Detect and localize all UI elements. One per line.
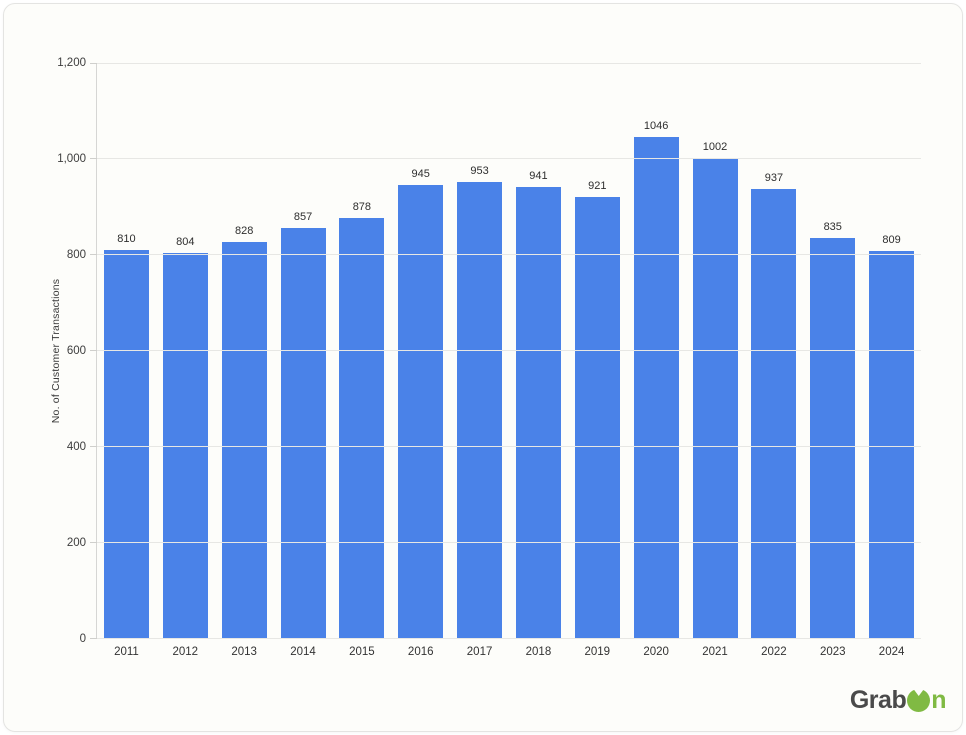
y-tick-label: 800 (66, 249, 86, 261)
y-tick-mark (90, 63, 97, 64)
plot-area: 810 804 828 857 878 945 953 941 921 1046 1002 937 83… (57, 57, 921, 658)
logo-text-n: n (931, 686, 946, 714)
bar-slot: 828 (215, 63, 274, 639)
bar-2020 (633, 136, 679, 639)
bar-slot: 1002 (686, 63, 745, 639)
y-tick-mark (90, 446, 97, 447)
x-tick-label: 2020 (643, 646, 669, 658)
y-tick-mark (90, 350, 97, 351)
x-tick-label: 2014 (290, 646, 316, 658)
bar-2024 (869, 250, 915, 639)
bar-value-label: 937 (764, 172, 784, 185)
bar-value-label: 953 (470, 164, 489, 177)
bar-slot: 810 (97, 63, 156, 639)
bar-value-label: 804 (176, 236, 195, 249)
bar-value-label: 878 (352, 200, 372, 213)
x-tick-label: 2018 (525, 646, 552, 658)
bar-2011 (103, 250, 149, 639)
y-tick-label: 400 (66, 441, 86, 453)
y-tick-label: 1,000 (57, 153, 86, 165)
bar-slot: 804 (156, 63, 215, 639)
bar-2015 (339, 217, 385, 639)
y-tick-mark (90, 638, 97, 639)
bar-2022 (751, 189, 797, 639)
bar-value-label: 1002 (702, 141, 728, 153)
bars-container: 810 804 828 857 878 945 953 941 921 1046 1002 937 83… (97, 63, 921, 639)
x-tick-label: 2023 (819, 646, 846, 658)
bar-2023 (810, 238, 856, 639)
x-tick-label: 2016 (407, 646, 434, 658)
x-axis-labels: 2011 2012 2013 2014 2015 2016 2017 2018 2019 2020… (97, 646, 921, 658)
bar-slot: 941 (509, 63, 568, 639)
bar-value-label: 857 (293, 210, 313, 223)
y-tick-mark (90, 158, 97, 159)
x-tick-label: 2015 (349, 646, 375, 658)
bar-2014 (280, 227, 326, 639)
bar-2017 (457, 181, 503, 639)
y-tick-label: 600 (66, 345, 86, 357)
bar-slot: 1046 (627, 63, 686, 639)
bar-slot: 953 (450, 63, 509, 639)
y-tick-label: 0 (79, 633, 86, 645)
gridline (97, 63, 921, 64)
bar-value-label: 835 (823, 221, 842, 234)
bar-2018 (515, 187, 561, 639)
y-tick-label: 200 (66, 537, 86, 549)
x-tick-label: 2019 (584, 646, 611, 658)
x-tick-label: 2017 (466, 646, 493, 658)
bar-slot: 921 (568, 63, 627, 639)
bar-slot: 857 (274, 63, 333, 639)
bar-slot: 835 (803, 63, 862, 639)
x-tick-label: 2012 (172, 646, 199, 658)
gridline (97, 542, 921, 543)
bar-2019 (574, 196, 620, 639)
y-tick-label: 1,200 (57, 57, 86, 69)
bar-slot: 878 (332, 63, 391, 639)
x-tick-label: 2024 (878, 646, 905, 658)
gridline (97, 446, 921, 447)
bar-value-label: 945 (411, 168, 430, 181)
bar-slot: 809 (862, 63, 921, 639)
bar-2021 (692, 158, 738, 639)
grabon-o-notch-icon (912, 688, 925, 696)
x-tick-label: 2013 (231, 646, 257, 658)
y-tick-mark (90, 542, 97, 543)
grabon-logo: Grab n (849, 686, 947, 715)
bar-value-label: 810 (117, 233, 136, 246)
x-tick-label: 2021 (702, 646, 728, 658)
bar-value-label: 809 (882, 233, 901, 246)
bar-2016 (398, 185, 444, 639)
bar-slot: 945 (391, 63, 450, 639)
logo-text-grab: Grab (849, 686, 907, 714)
gridline (97, 254, 921, 255)
bar-value-label: 921 (588, 179, 607, 192)
gridline (97, 638, 921, 639)
gridline (97, 350, 921, 351)
grabon-o-icon (907, 688, 931, 712)
bar-value-label: 1046 (643, 119, 669, 132)
bar-value-label: 941 (529, 170, 548, 183)
gridline (97, 158, 921, 159)
bar-2013 (221, 241, 267, 639)
x-tick-label: 2011 (114, 646, 139, 658)
x-tick-label: 2022 (761, 646, 787, 658)
chart-card: No. of Customer Transactions 810 804 828 85… (3, 3, 963, 732)
y-tick-mark (90, 254, 97, 255)
bar-value-label: 828 (234, 224, 254, 237)
bar-slot: 937 (744, 63, 803, 639)
